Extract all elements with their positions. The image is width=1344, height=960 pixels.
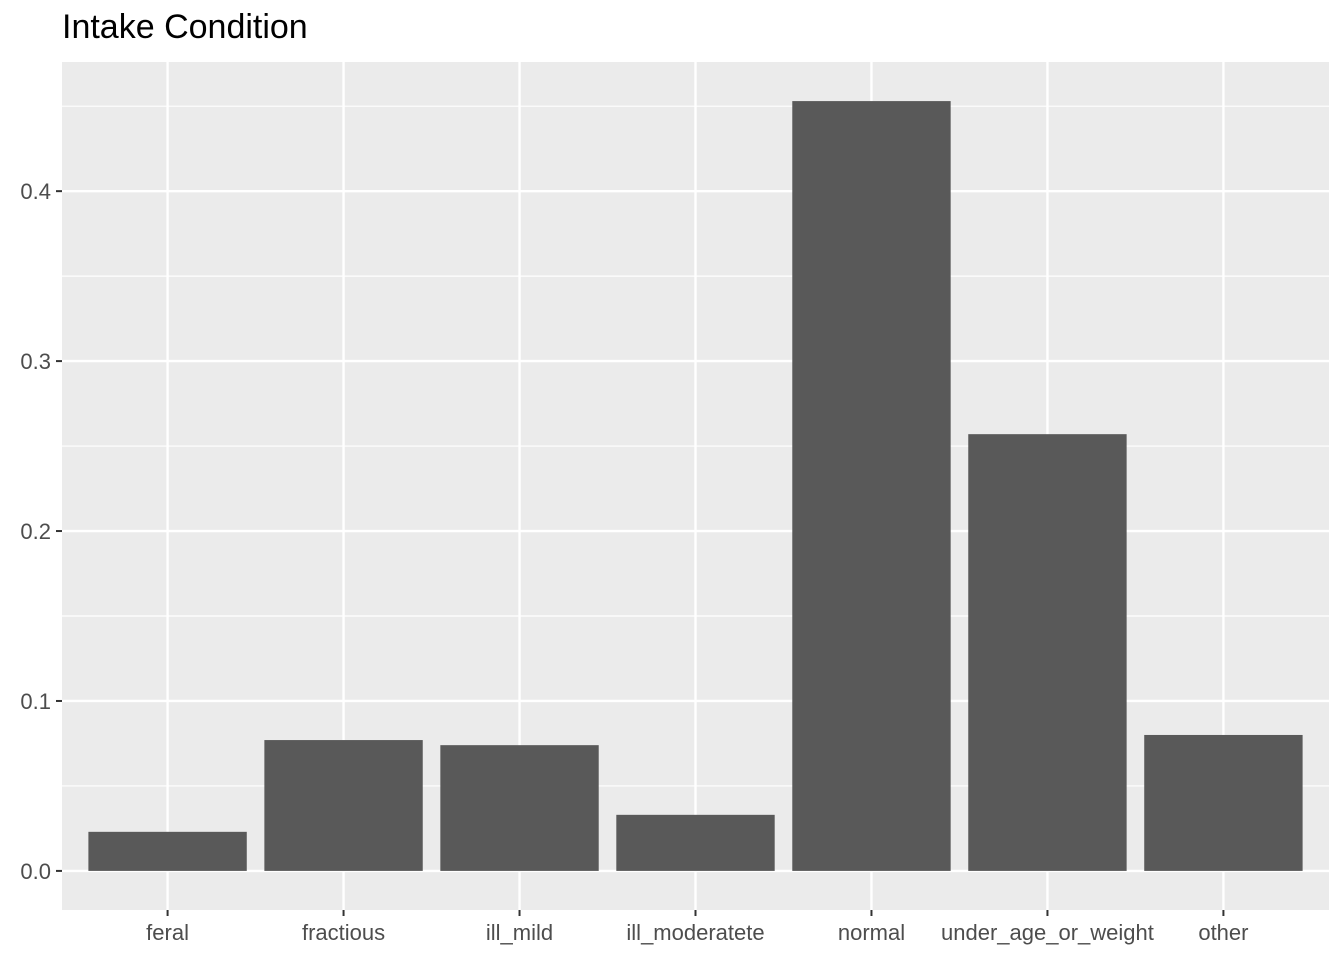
x-tick-label: under_age_or_weight	[941, 920, 1154, 945]
chart-title: Intake Condition	[62, 8, 308, 46]
y-axis: 0.0 0.1 0.2 0.3 0.4	[20, 179, 62, 884]
y-tick-label: 0.4	[20, 179, 51, 204]
bar-feral	[88, 831, 247, 871]
bar-ill_moderatete	[616, 814, 775, 871]
bars	[88, 101, 1303, 871]
x-tick-label: ill_moderatete	[626, 920, 764, 945]
x-tick-label: other	[1198, 920, 1248, 945]
y-tick-label: 0.2	[20, 519, 51, 544]
bar-ill_mild	[440, 745, 599, 871]
y-tick-label: 0.1	[20, 689, 51, 714]
x-axis: feral fractious ill_mild ill_moderatete norm…	[146, 910, 1248, 945]
bar-fractious	[264, 740, 423, 871]
y-tick-label: 0.3	[20, 349, 51, 374]
x-tick-label: normal	[838, 920, 905, 945]
bar-other	[1144, 734, 1303, 871]
x-tick-label: ill_mild	[486, 920, 553, 945]
y-tick-label: 0.0	[20, 859, 51, 884]
x-tick-label: fractious	[302, 920, 385, 945]
x-tick-label: feral	[146, 920, 189, 945]
bar-normal	[792, 101, 951, 871]
bar-under_age_or_weight	[968, 434, 1127, 871]
